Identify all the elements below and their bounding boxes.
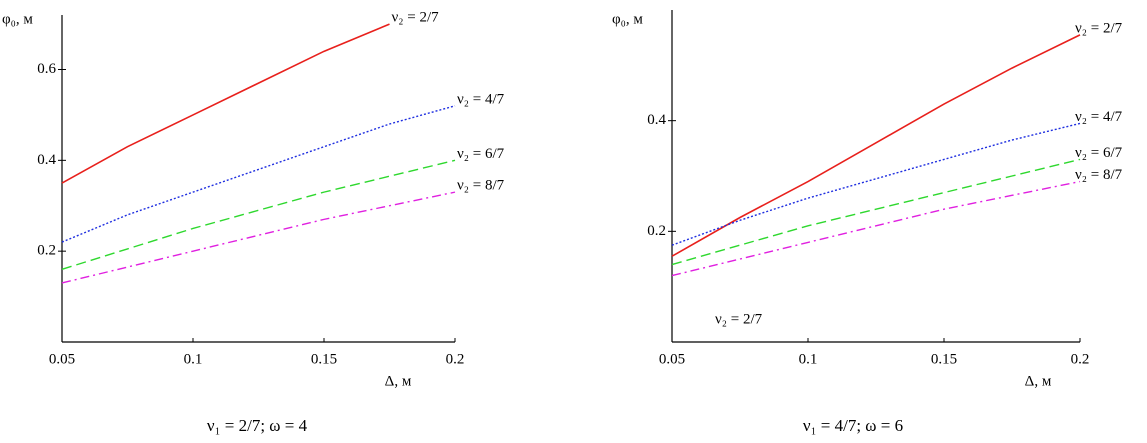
x-tick-label: 0.15 — [931, 351, 957, 367]
series-label: ν₂ = 2/7 — [1075, 20, 1123, 36]
series-line — [62, 24, 390, 183]
x-tick-label: 0.2 — [446, 351, 465, 367]
series-line — [672, 159, 1080, 264]
series-label: ν₂ = 8/7 — [457, 178, 505, 194]
series-label: ν₂ = 2/7 — [392, 10, 440, 26]
series-label: ν₂ = 6/7 — [1075, 145, 1123, 161]
y-axis-title: φ₀, м — [612, 11, 643, 27]
y-tick-label: 0.2 — [647, 223, 666, 239]
x-tick-label: 0.2 — [1071, 351, 1090, 367]
x-tick-label: 0.05 — [49, 351, 75, 367]
series-line — [62, 192, 455, 283]
x-tick-label: 0.1 — [799, 351, 818, 367]
x-tick-label: 0.1 — [184, 351, 203, 367]
y-tick-label: 0.4 — [647, 112, 666, 128]
x-tick-label: 0.05 — [659, 351, 685, 367]
x-tick-label: 0.15 — [311, 351, 337, 367]
caption: ν₁ = 2/7; ω = 4 — [207, 416, 308, 435]
y-tick-label: 0.2 — [37, 243, 56, 259]
series-label: ν₂ = 6/7 — [457, 146, 505, 162]
y-tick-label: 0.4 — [37, 152, 56, 168]
series-label: ν₂ = 8/7 — [1075, 167, 1123, 183]
caption: ν₁ = 4/7; ω = 6 — [803, 416, 903, 435]
annotation: ν₂ = 2/7 — [715, 311, 763, 327]
series-line — [672, 182, 1080, 276]
x-axis-title: Δ, м — [1025, 373, 1052, 389]
series-label: ν₂ = 4/7 — [1075, 109, 1123, 125]
y-tick-label: 0.6 — [37, 61, 56, 77]
series-line — [672, 123, 1080, 245]
x-axis-title: Δ, м — [385, 373, 412, 389]
figure: 0.2 0.4 0.6 0.05 0.1 0.15 0.2 φ₀, м Δ, м ν₁ = 2/7… — [0, 0, 1147, 443]
series-label: ν₂ = 4/7 — [457, 91, 505, 107]
y-axis-title: φ₀, м — [2, 11, 33, 27]
series-line — [62, 160, 455, 269]
